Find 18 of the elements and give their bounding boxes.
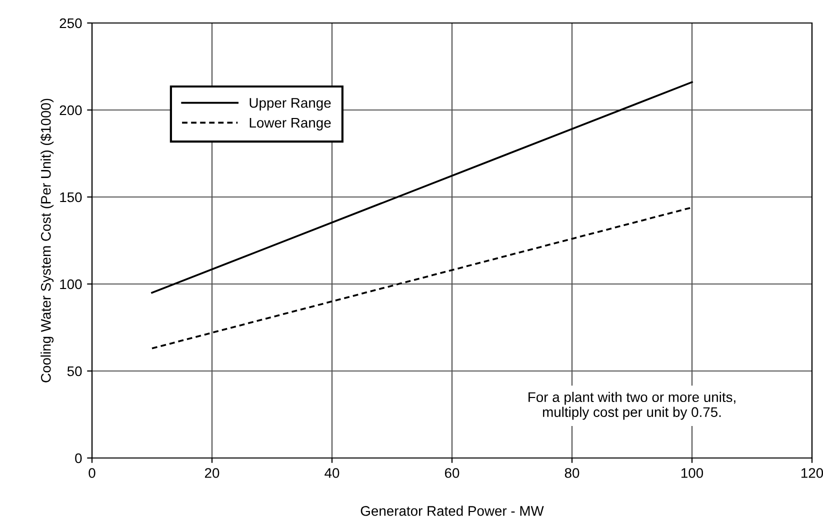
y-tick-label: 250 — [60, 18, 82, 28]
y-axis-title: Cooling Water System Cost (Per Unit) ($1000) — [40, 98, 54, 382]
y-tick-label: 0 — [75, 453, 82, 464]
x-axis-title: Generator Rated Power - MW — [360, 506, 544, 516]
x-tick-label: 0 — [88, 468, 96, 478]
legend-label: Upper Range — [250, 98, 331, 111]
x-tick-label: 60 — [444, 468, 460, 478]
y-tick-label: 150 — [60, 192, 82, 202]
legend-label: Lower Range — [250, 118, 331, 130]
x-tick-label: 40 — [324, 468, 340, 478]
y-tick-label: 100 — [60, 279, 82, 290]
x-tick-label: 120 — [801, 468, 823, 478]
y-tick-label: 50 — [67, 366, 82, 376]
x-tick-label: 20 — [204, 468, 220, 478]
y-tick-label: 200 — [60, 105, 82, 116]
x-tick-label: 80 — [564, 468, 580, 478]
x-tick-label: 100 — [681, 468, 704, 478]
annotation: For a plant with two or more units, multiply cost per unit by 0.75. — [528, 392, 736, 420]
